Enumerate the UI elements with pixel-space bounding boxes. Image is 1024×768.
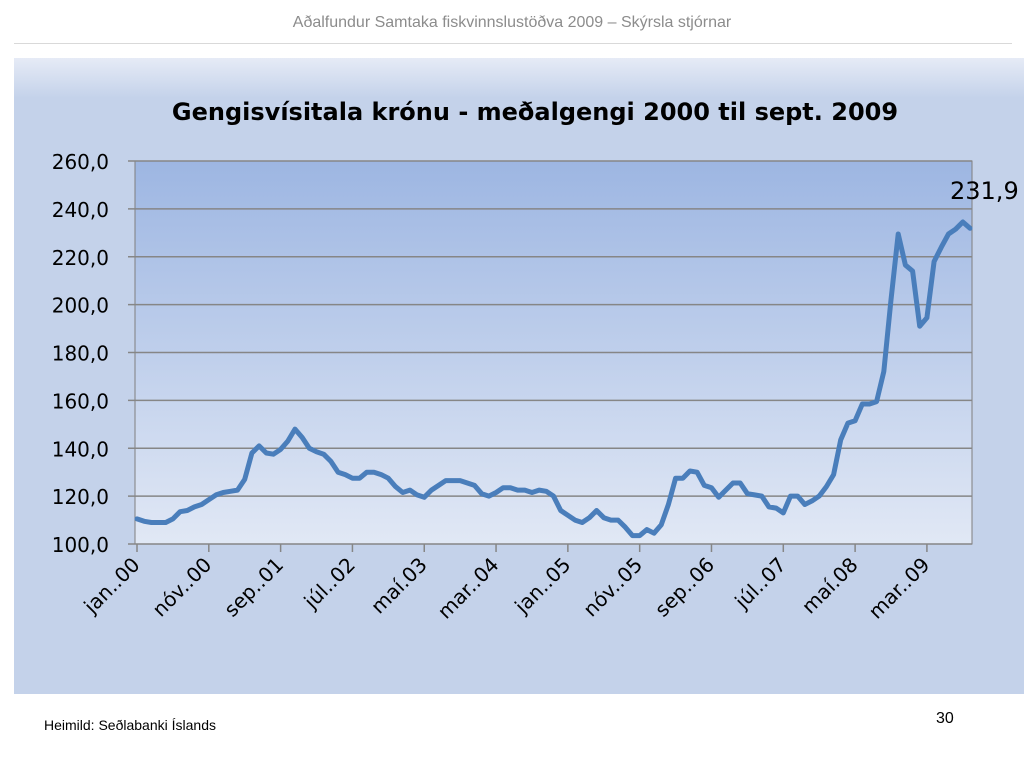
series-line bbox=[134, 219, 973, 539]
x-tick-label: maí.08 bbox=[797, 553, 863, 619]
exchange-rate-chart: Gengisvísitala krónu - meðalgengi 2000 t… bbox=[52, 98, 1019, 624]
data-label-last-value: 231,9 bbox=[950, 177, 1019, 205]
x-tick-label: maí.03 bbox=[366, 553, 432, 619]
source-note: Heimild: Seðlabanki Íslands bbox=[44, 717, 216, 733]
y-tick-label: 160,0 bbox=[52, 389, 109, 413]
page-number: 30 bbox=[936, 710, 954, 727]
y-tick-label: 100,0 bbox=[52, 533, 109, 557]
y-tick-label: 140,0 bbox=[52, 437, 109, 461]
x-tick-label: júl..02 bbox=[298, 553, 359, 614]
y-tick-label: 240,0 bbox=[52, 198, 109, 222]
header-divider bbox=[14, 43, 1012, 44]
y-tick-label: 260,0 bbox=[52, 150, 109, 174]
x-tick-label: sep..06 bbox=[650, 553, 719, 622]
chart-title: Gengisvísitala krónu - meðalgengi 2000 t… bbox=[172, 98, 898, 126]
x-tick-label: jan..00 bbox=[78, 553, 144, 619]
y-tick-label: 220,0 bbox=[52, 246, 109, 270]
slide-header-title: Aðalfundur Samtaka fiskvinnslustöðva 200… bbox=[292, 14, 732, 31]
y-tick-label: 200,0 bbox=[52, 294, 109, 318]
x-tick-label: mar..09 bbox=[864, 553, 935, 624]
x-tick-label: júl..07 bbox=[729, 553, 790, 614]
x-tick-label: jan..05 bbox=[509, 553, 575, 619]
x-tick-label: nóv..00 bbox=[148, 553, 217, 622]
x-tick-label: sep..01 bbox=[219, 553, 288, 622]
x-tick-label: nóv..05 bbox=[578, 553, 647, 622]
x-tick-label: mar..04 bbox=[433, 553, 504, 624]
y-tick-label: 180,0 bbox=[52, 342, 109, 366]
y-tick-label: 120,0 bbox=[52, 485, 109, 509]
